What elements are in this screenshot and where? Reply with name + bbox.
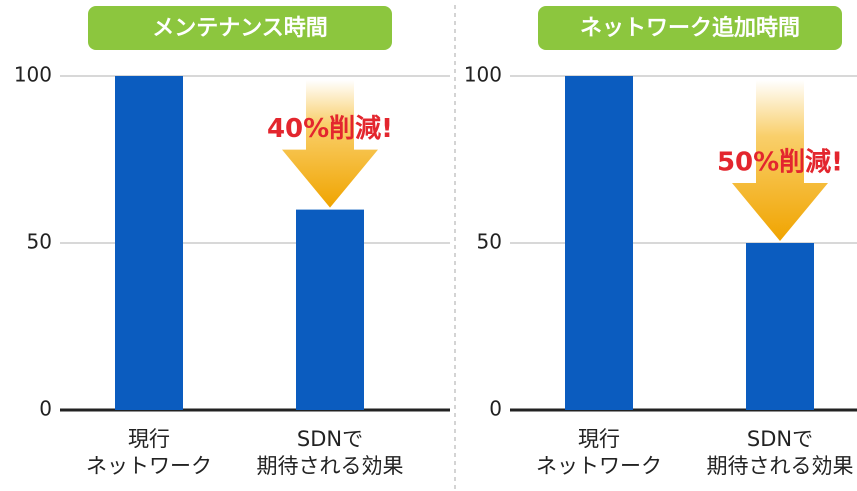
y-tick-label: 50 (27, 230, 52, 254)
title-box (538, 6, 842, 50)
bar (115, 76, 183, 410)
reduction-arrow (732, 80, 828, 241)
bar (296, 209, 364, 410)
y-tick-label: 0 (489, 397, 502, 421)
x-tick-label: SDNで 期待される効果 (256, 427, 404, 478)
y-tick-label: 100 (464, 63, 502, 87)
x-tick-label: 現行 ネットワーク (86, 427, 212, 478)
bar (746, 243, 814, 410)
x-tick-label: SDNで 期待される効果 (706, 427, 854, 478)
x-tick-label: 現行 ネットワーク (536, 427, 662, 478)
y-tick-label: 0 (39, 397, 52, 421)
title-box (88, 6, 392, 50)
chart-title: ネットワーク追加時間 (580, 15, 800, 41)
y-tick-label: 100 (14, 63, 52, 87)
annotation: 40%削減! (267, 114, 393, 144)
bar (565, 76, 633, 410)
annotation: 50%削減! (717, 148, 843, 178)
reduction-arrow (282, 80, 378, 208)
chart-title: メンテナンス時間 (152, 16, 328, 41)
y-tick-label: 50 (477, 230, 502, 254)
